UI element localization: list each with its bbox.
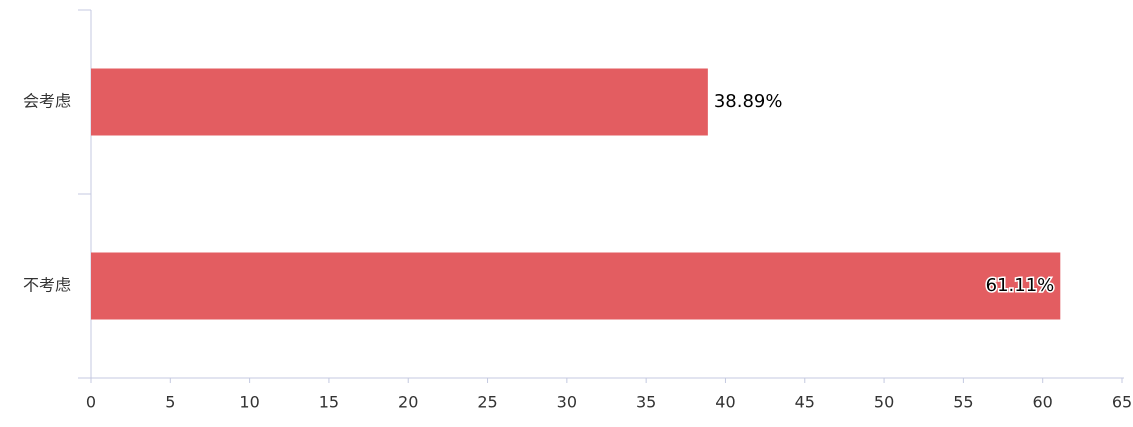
x-tick-label: 60 (1033, 393, 1053, 412)
x-tick-label: 55 (953, 393, 973, 412)
bar (91, 68, 708, 136)
value-label: 61.11% (986, 275, 1055, 296)
x-tick-label: 5 (165, 393, 175, 412)
bar (91, 252, 1061, 320)
x-tick-label: 30 (557, 393, 577, 412)
x-tick-label: 15 (319, 393, 339, 412)
x-tick-label: 25 (477, 393, 497, 412)
x-tick-label: 40 (715, 393, 735, 412)
x-tick-label: 20 (398, 393, 418, 412)
y-tick-label: 会考虑 (23, 92, 71, 111)
x-tick-label: 35 (636, 393, 656, 412)
x-tick-label: 65 (1112, 393, 1132, 412)
x-tick-label: 0 (86, 393, 96, 412)
y-tick-label: 不考虑 (23, 276, 71, 295)
value-label: 38.89% (714, 91, 783, 112)
x-tick-label: 45 (795, 393, 815, 412)
x-tick-label: 50 (874, 393, 894, 412)
x-tick-label: 10 (239, 393, 259, 412)
